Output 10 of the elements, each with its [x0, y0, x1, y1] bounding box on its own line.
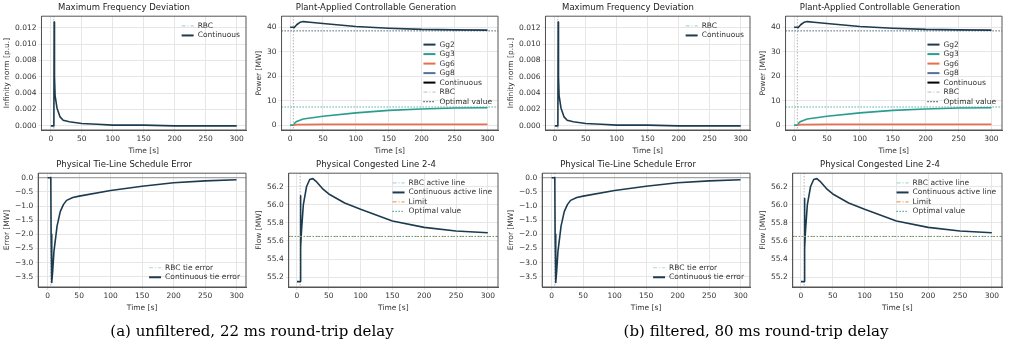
text: (a) unfiltered, 22 ms round-trip delay	[109, 322, 395, 340]
chart-title: Plant-Applied Controllable Generation	[295, 2, 457, 13]
text: (b) filtered, 80 ms round-trip delay	[622, 322, 890, 340]
chart-title: Physical Congested Line 2-4	[316, 159, 436, 170]
chart-title: Maximum Frequency Deviation	[562, 2, 694, 13]
chart-title: Physical Tie-Line Schedule Error	[560, 159, 697, 170]
chart-title: Physical Tie-Line Schedule Error	[56, 159, 193, 170]
chart-title: Plant-Applied Controllable Generation	[799, 2, 961, 13]
chart-title: Maximum Frequency Deviation	[58, 2, 190, 13]
chart-title: Physical Congested Line 2-4	[820, 159, 940, 170]
